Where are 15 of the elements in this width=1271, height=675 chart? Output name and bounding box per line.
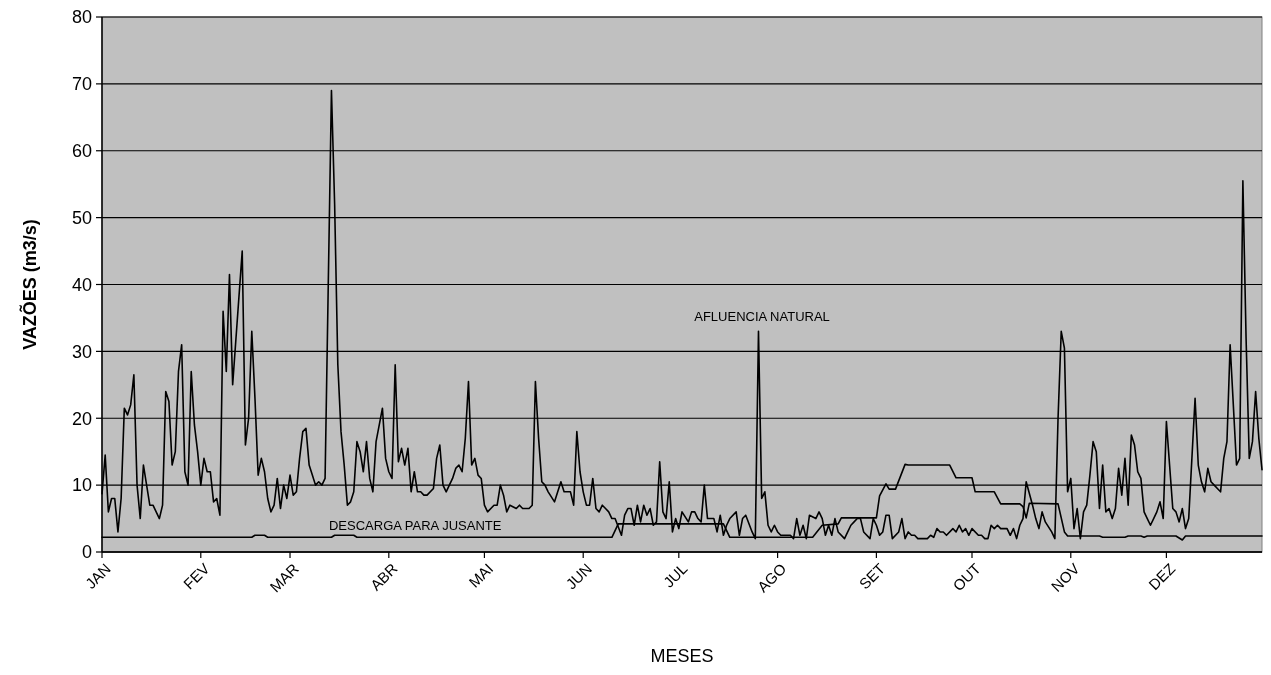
- y-tick-label: 30: [71, 341, 92, 362]
- y-tick-label: 60: [71, 141, 92, 162]
- y-tick-label: 70: [71, 74, 92, 95]
- y-tick-label: 40: [71, 274, 92, 295]
- y-tick-label: 20: [71, 408, 92, 429]
- x-axis-title: MESES: [650, 646, 714, 666]
- series-label: AFLUENCIA NATURAL: [694, 308, 830, 324]
- x-tick-label: MAI: [465, 559, 497, 591]
- y-tick-label: 80: [71, 7, 92, 28]
- y-tick-label: 0: [81, 542, 92, 563]
- y-tick-label: 50: [71, 207, 92, 228]
- y-axis-title: VAZÕES (m3/s): [19, 219, 40, 350]
- y-tick-label: 10: [71, 475, 92, 496]
- series-label: DESCARGA PARA JUSANTE: [328, 517, 502, 533]
- x-tick-label: JUL: [659, 559, 691, 591]
